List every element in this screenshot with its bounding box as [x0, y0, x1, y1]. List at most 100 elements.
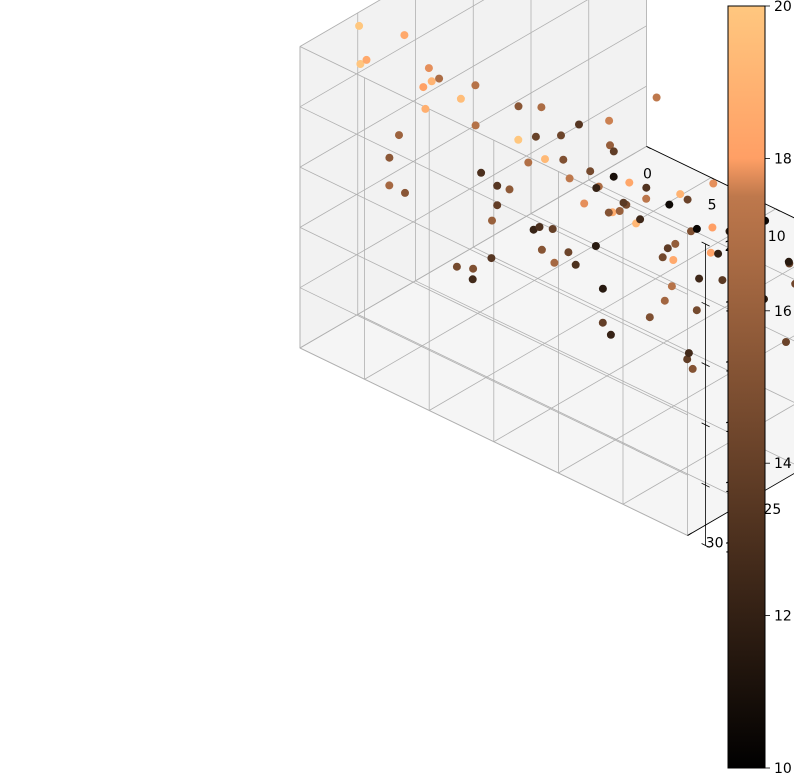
scatter-point — [671, 239, 680, 248]
scatter-point — [692, 224, 701, 233]
scatter-point — [709, 179, 718, 188]
scatter-point — [636, 215, 645, 224]
scatter-point — [419, 83, 428, 92]
scatter-point — [524, 158, 533, 167]
scatter-point — [714, 249, 723, 258]
scatter-point — [791, 279, 794, 288]
scatter-point — [424, 64, 433, 73]
scatter-point — [401, 188, 409, 197]
x-tick-label: 10 — [768, 229, 786, 245]
scatter-point — [493, 201, 502, 210]
scatter-point — [456, 94, 465, 103]
scatter-point — [395, 131, 403, 140]
z-tick-mark — [701, 543, 710, 548]
scatter-point — [400, 31, 409, 40]
z-tick-mark — [701, 362, 710, 367]
scatter-point — [606, 330, 615, 339]
scatter-point — [471, 121, 480, 130]
scatter-point — [355, 21, 364, 30]
scatter-point — [692, 306, 701, 315]
x-axis: 051015202530 — [643, 146, 794, 245]
scatter-point — [665, 200, 674, 209]
scatter-point — [642, 183, 651, 192]
colorbar-tick-label: 12 — [774, 609, 792, 625]
scatter-point — [658, 253, 667, 262]
scatter-point — [565, 174, 574, 183]
scatter-point — [468, 275, 477, 284]
scatter-point — [695, 274, 704, 283]
scatter-point — [469, 264, 478, 273]
scatter-point — [427, 77, 436, 86]
z-tick-mark — [701, 241, 710, 247]
scatter-point — [550, 258, 559, 267]
z-tick-mark — [701, 301, 710, 307]
colorbar-tick-label: 20 — [774, 0, 792, 15]
y-tick-label: 25 — [763, 502, 781, 518]
scatter-point — [493, 181, 502, 190]
scatter-point — [421, 104, 430, 113]
scatter-point — [535, 223, 544, 231]
scatter-point — [564, 248, 573, 257]
scatter-point — [667, 282, 676, 291]
scatter-point — [598, 284, 607, 293]
colorbar-gradient — [727, 5, 766, 769]
scatter-point — [706, 248, 715, 257]
scatter-point — [477, 168, 486, 177]
scatter-point — [784, 257, 793, 266]
z-tick-mark — [701, 422, 710, 428]
scatter-point — [592, 184, 601, 192]
scatter-point — [452, 262, 461, 271]
scatter-point — [683, 195, 692, 204]
x-tick-mark — [710, 177, 716, 181]
scatter-point — [559, 155, 568, 164]
scatter-point — [548, 225, 557, 233]
scatter-point — [605, 116, 614, 125]
scatter-point — [537, 245, 546, 254]
scatter-point — [609, 147, 618, 156]
x-tick-label: 5 — [708, 198, 717, 214]
scatter-point — [615, 207, 624, 215]
scatter-point — [688, 364, 697, 373]
scatter-point — [385, 153, 394, 162]
scatter-point — [575, 120, 583, 129]
scatter-point — [660, 296, 669, 305]
scatter-point — [487, 254, 496, 263]
scatter-point — [708, 223, 717, 232]
scatter-point — [619, 198, 628, 207]
scatter-point — [514, 135, 523, 144]
colorbar-tick-label: 10 — [774, 761, 792, 775]
scatter-point — [531, 132, 540, 141]
scatter-point — [356, 60, 365, 68]
y-tick-mark — [687, 532, 692, 536]
scatter-point — [625, 178, 634, 187]
scatter-point — [684, 349, 693, 358]
scatter-point — [606, 141, 614, 150]
x-tick-mark — [775, 208, 780, 212]
scatter-point — [488, 216, 496, 225]
scatter-point — [435, 74, 444, 83]
scatter-point — [652, 93, 661, 102]
scatter-point — [537, 103, 546, 112]
colorbar-tick-label: 14 — [774, 456, 792, 472]
scatter-point — [642, 194, 651, 203]
scatter-point — [676, 190, 685, 199]
colorbar-tick-label: 18 — [774, 151, 792, 167]
scatter-point — [541, 155, 549, 164]
scatter-point — [571, 260, 580, 269]
scatter-point — [385, 181, 394, 190]
x-tick-mark — [646, 146, 651, 150]
scatter-point — [514, 102, 523, 111]
scatter-point — [557, 131, 565, 140]
scatter-point — [718, 276, 727, 285]
scatter-point — [598, 318, 607, 327]
z-tick-mark — [701, 482, 710, 488]
scatter-point — [580, 199, 589, 208]
scatter-point — [669, 256, 678, 264]
scatter-point — [362, 55, 371, 64]
scatter-point — [782, 338, 790, 346]
scatter-point — [505, 185, 514, 194]
y-tick-label: 30 — [706, 536, 724, 552]
scatter-point — [471, 81, 480, 90]
scatter-point — [604, 208, 613, 217]
